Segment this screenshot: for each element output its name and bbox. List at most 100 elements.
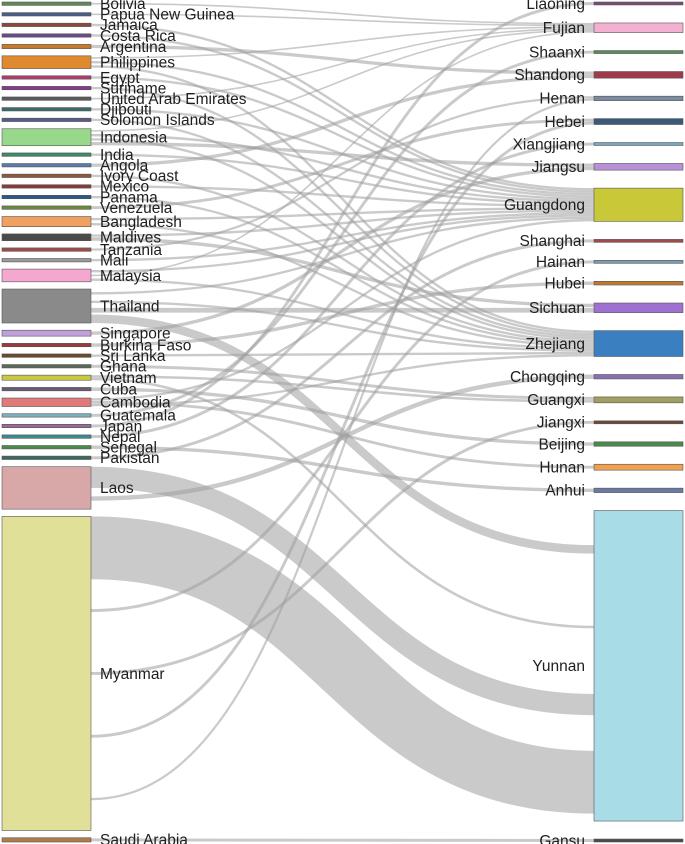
source-label-indonesia: Indonesia: [100, 130, 168, 147]
link-cuba-to-beijing: [90, 387, 595, 446]
target-label-xiangjiang: Xiangjiang: [513, 136, 585, 153]
target-node-shandong: [593, 71, 684, 79]
target-label-gansu: Gansu: [539, 833, 585, 844]
link-vietnam-to-guangxi: [90, 375, 595, 403]
source-node-solomon-islands: [1, 117, 92, 122]
target-label-shanghai: Shanghai: [519, 233, 585, 250]
source-node-japan: [1, 424, 92, 429]
link-united-arab-emirates-to-fujian: [90, 27, 595, 100]
link-suriname-to-zhejiang: [90, 86, 595, 336]
source-node-djibouti: [1, 107, 92, 112]
source-label-egypt: Egypt: [100, 70, 140, 87]
source-label-saudi-arabia: Saudi Arabia: [100, 832, 188, 844]
link-maldives-to-guangdong: [90, 209, 595, 237]
source-label-suriname: Suriname: [100, 80, 166, 97]
link-venezuela-to-hebei: [90, 118, 595, 210]
link-costa-rica-to-guangdong: [90, 34, 595, 193]
source-label-japan: Japan: [100, 418, 142, 435]
source-label-myanmar: Myanmar: [100, 666, 165, 683]
source-node-thailand: [1, 288, 92, 324]
target-label-anhui: Anhui: [545, 483, 585, 500]
source-node-malaysia: [1, 268, 92, 283]
source-label-philippines: Philippines: [100, 55, 175, 72]
source-label-papua-new-guinea: Papua New Guinea: [100, 7, 235, 24]
source-node-mali: [1, 258, 92, 263]
link-myanmar-to-hainan: [90, 260, 595, 613]
target-node-fujian: [593, 22, 684, 33]
link-nepal-to-xiangjiang: [90, 142, 595, 439]
link-thailand-to-guangdong: [90, 216, 595, 295]
target-node-chongqing: [593, 374, 684, 380]
target-node-sichuan: [593, 302, 684, 313]
target-label-hubei: Hubei: [545, 275, 586, 292]
target-node-xiangjiang: [593, 142, 684, 146]
source-node-costa-rica: [1, 33, 92, 38]
target-label-liaoning: Liaoning: [526, 0, 585, 13]
source-node-singapore: [1, 329, 92, 337]
source-label-venezuela: Venezuela: [100, 200, 173, 217]
source-node-tanzania: [1, 247, 92, 252]
source-node-bangladesh: [1, 216, 92, 228]
source-label-united-arab-emirates: United Arab Emirates: [100, 91, 247, 108]
source-label-bolivia: Bolivia: [100, 0, 146, 13]
target-node-gansu: [593, 838, 684, 843]
link-angola-to-shandong: [90, 74, 595, 167]
source-label-india: India: [100, 147, 134, 164]
link-bangladesh-to-zhejiang: [90, 222, 595, 348]
link-india-to-guangdong: [90, 153, 595, 205]
source-label-tanzania: Tanzania: [100, 242, 162, 259]
source-label-ivory-coast: Ivory Coast: [100, 168, 179, 185]
link-singapore-to-jiangsu: [90, 166, 595, 335]
link-sri-lanka-to-zhejiang: [90, 351, 595, 357]
link-philippines-to-fujian: [90, 26, 595, 59]
link-malaysia-to-guangdong: [90, 214, 595, 273]
link-mali-to-guangdong: [90, 211, 595, 262]
target-label-hunan: Hunan: [539, 459, 585, 476]
link-pakistan-to-shanghai: [90, 239, 595, 460]
link-philippines-to-zhejiang: [90, 65, 595, 333]
target-label-zhejiang: Zhejiang: [526, 336, 585, 353]
source-node-maldives: [1, 233, 92, 242]
link-philippines-to-guangdong: [90, 61, 595, 196]
target-label-jiangsu: Jiangsu: [532, 159, 585, 176]
source-node-vietnam: [1, 374, 92, 381]
target-node-anhui: [593, 487, 684, 493]
target-label-shaanxi: Shaanxi: [529, 44, 585, 61]
source-node-united-arab-emirates: [1, 96, 92, 101]
target-node-beijing: [593, 441, 684, 447]
link-jamaica-to-guangdong: [90, 23, 595, 191]
link-saudi-arabia-to-gansu: [90, 838, 595, 843]
source-label-mexico: Mexico: [100, 179, 149, 196]
source-node-bolivia: [1, 1, 92, 6]
target-label-yunnan: Yunnan: [532, 658, 585, 675]
source-node-argentina: [1, 44, 92, 49]
source-node-guatemala: [1, 413, 92, 418]
source-label-panama: Panama: [100, 189, 158, 206]
link-myanmar-to-hebei: [90, 121, 595, 738]
link-cambodia-to-guangdong: [90, 219, 595, 401]
source-label-vietnam: Vietnam: [100, 370, 157, 387]
source-label-djibouti: Djibouti: [100, 102, 152, 119]
source-label-thailand: Thailand: [100, 298, 159, 315]
source-node-cuba: [1, 387, 92, 392]
target-label-sichuan: Sichuan: [529, 300, 585, 317]
source-label-ghana: Ghana: [100, 359, 147, 376]
source-label-malaysia: Malaysia: [100, 268, 162, 285]
source-node-cambodia: [1, 397, 92, 407]
link-panama-to-zhejiang: [90, 195, 595, 345]
source-label-burkina-faso: Burkina Faso: [100, 337, 191, 354]
source-node-ghana: [1, 364, 92, 369]
source-node-laos: [1, 466, 92, 510]
source-label-maldives: Maldives: [100, 230, 161, 247]
source-label-jamaica: Jamaica: [100, 17, 158, 34]
source-label-angola: Angola: [100, 158, 149, 175]
source-node-panama: [1, 195, 92, 200]
link-myanmar-to-yunnan: [90, 516, 595, 814]
target-node-hainan: [593, 260, 684, 264]
source-label-costa-rica: Costa Rica: [100, 28, 176, 45]
target-node-guangxi: [593, 396, 684, 404]
target-node-jiangxi: [593, 420, 684, 425]
source-node-indonesia: [1, 128, 92, 147]
link-mexico-to-guangdong: [90, 185, 595, 208]
source-node-angola: [1, 163, 92, 168]
